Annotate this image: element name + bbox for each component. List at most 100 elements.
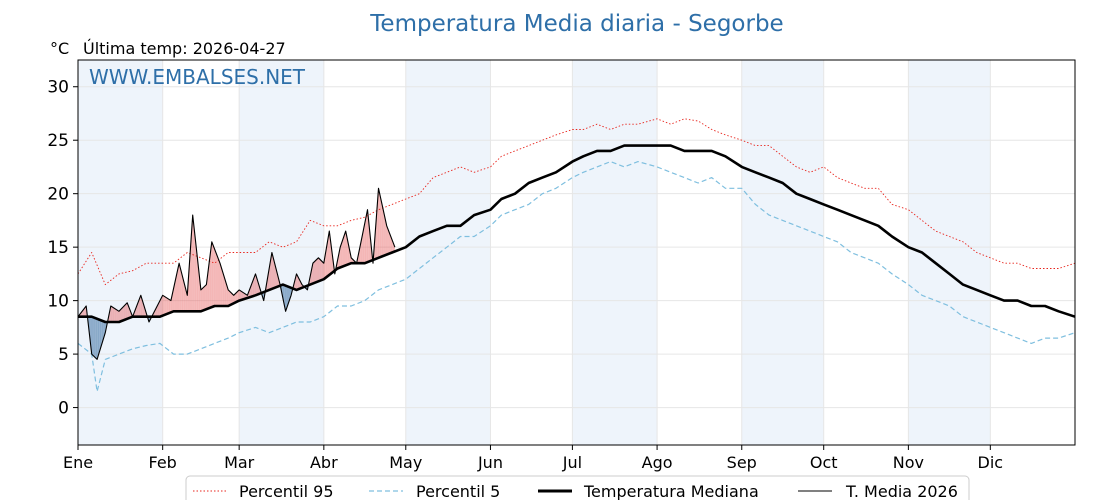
anomaly-fill-segment (168, 298, 169, 314)
anomaly-fill-segment (269, 260, 271, 290)
anomaly-fill-segment (209, 252, 211, 308)
y-tick-label-1: 5 (58, 345, 69, 365)
series-line-median (78, 144, 1076, 324)
legend-label-median: Temperatura Mediana (583, 482, 759, 500)
anomaly-fill-segment (233, 294, 234, 304)
anomaly-fill-segment (379, 194, 381, 258)
anomaly-fill-segment (208, 263, 210, 309)
anomaly-fill-segment (212, 243, 214, 307)
anomaly-fill-segment (169, 299, 171, 313)
unit-label: °C (50, 39, 69, 58)
anomaly-fill-segment (173, 285, 175, 312)
anomaly-fill-segment (91, 316, 93, 355)
anomaly-fill-segment (186, 292, 188, 312)
anomaly-fill-segment (96, 318, 98, 360)
anomaly-fill-segment (365, 216, 367, 263)
series-line-p5 (77, 161, 1076, 393)
anomaly-fill-segment (224, 276, 225, 306)
anomaly-fill-segment (192, 215, 194, 312)
anomaly-fill-segment (368, 216, 369, 262)
anomaly-fill-segment (227, 287, 229, 306)
anomaly-fill-segment (118, 310, 120, 323)
month-band-4 (741, 60, 824, 445)
anomaly-fill-segment (387, 227, 389, 255)
anomaly-fill-segment (286, 285, 287, 310)
anomaly-fill-segment (221, 267, 223, 306)
anomaly-fill-segment (391, 238, 393, 253)
anomaly-fill-segment (284, 285, 285, 308)
plot-frame (77, 59, 1076, 446)
legend-label-p95: Percentil 95 (239, 482, 334, 500)
anomaly-fill-segment (235, 293, 236, 303)
y-axis: 0 5 10 15 20 25 30 (47, 78, 78, 419)
anomaly-fill-segment (363, 226, 365, 264)
anomaly-fill-segment (101, 320, 103, 344)
anomaly-fill-segment (226, 285, 228, 306)
anomaly-fill-segment (140, 295, 141, 317)
anomaly-fill-segment (362, 233, 363, 264)
anomaly-fill-segment (255, 273, 257, 296)
y-tick-label-3: 15 (47, 238, 69, 258)
anomaly-fill-segment (222, 272, 224, 306)
x-tick-label-11: Dic (978, 453, 1004, 472)
anomaly-fill-segment (317, 258, 318, 282)
anomaly-fill-segment (193, 221, 195, 312)
anomaly-fill-segment (361, 236, 363, 264)
anomaly-fill-segment (166, 297, 167, 315)
anomaly-fill-segment (181, 273, 183, 312)
anomaly-fill-segment (242, 292, 244, 300)
anomaly-fill-segment (114, 308, 115, 323)
anomaly-fill-segment (205, 284, 207, 310)
anomaly-fill-segment (231, 293, 233, 305)
anomaly-fill-segment (116, 309, 117, 323)
anomaly-fill-segment (223, 274, 225, 306)
anomaly-fill-segment (222, 269, 223, 306)
anomaly-fill-segment (362, 229, 364, 264)
anomaly-fill-segment (224, 278, 226, 306)
anomaly-fill-segment (174, 281, 175, 312)
anomaly-fill-segment (328, 231, 330, 276)
anomaly-fill-segment (159, 299, 161, 317)
anomaly-fill-segment (253, 277, 255, 296)
anomaly-fill-segment (191, 225, 193, 312)
anomaly-fill-segment (100, 320, 102, 349)
anomaly-fill-segment (112, 307, 114, 323)
anomaly-fill-segment (103, 321, 105, 338)
anomaly-fill-segment (136, 304, 138, 317)
anomaly-fill-segment (366, 213, 367, 263)
anomaly-fill-segment (83, 308, 85, 317)
anomaly-fill-segment (252, 281, 253, 297)
anomaly-fill-segment (113, 307, 115, 323)
anomaly-fill-segment (99, 319, 101, 351)
x-tick-label-1: Feb (149, 453, 177, 472)
anomaly-fill-segment (225, 281, 227, 306)
anomaly-fill-segment (195, 240, 197, 312)
anomaly-fill-segment (174, 278, 176, 312)
anomaly-fill-segment (215, 252, 217, 306)
anomaly-fill-segment (392, 240, 393, 253)
anomaly-fill-segment (344, 233, 346, 266)
anomaly-fill-segment (97, 318, 98, 360)
anomaly-fill-segment (340, 243, 342, 268)
anomaly-fill-segment (98, 319, 100, 355)
anomaly-fill-segment (343, 235, 345, 267)
series-lines (77, 118, 1076, 393)
anomaly-fill-segment (243, 292, 244, 300)
anomaly-fill-segment (347, 237, 348, 265)
anomaly-fill-segment (380, 197, 382, 258)
anomaly-fill-segment (181, 271, 182, 312)
anomaly-fill-segment (127, 304, 129, 319)
anomaly-fill-segment (216, 254, 218, 306)
anomaly-fill-segment (385, 222, 387, 255)
anomaly-fills (78, 188, 395, 360)
anomaly-fill-segment (345, 231, 346, 266)
anomaly-fill-segment (161, 295, 163, 316)
y-tick-label-0: 0 (58, 399, 69, 419)
anomaly-fill-segment (351, 257, 352, 264)
anomaly-fill-segment (138, 298, 140, 317)
anomaly-fill-segment (272, 255, 274, 289)
anomaly-fill-segment (284, 285, 286, 312)
anomaly-fill-segment (139, 297, 141, 317)
anomaly-fill-segment (214, 248, 216, 306)
anomaly-fill-segment (389, 232, 391, 254)
